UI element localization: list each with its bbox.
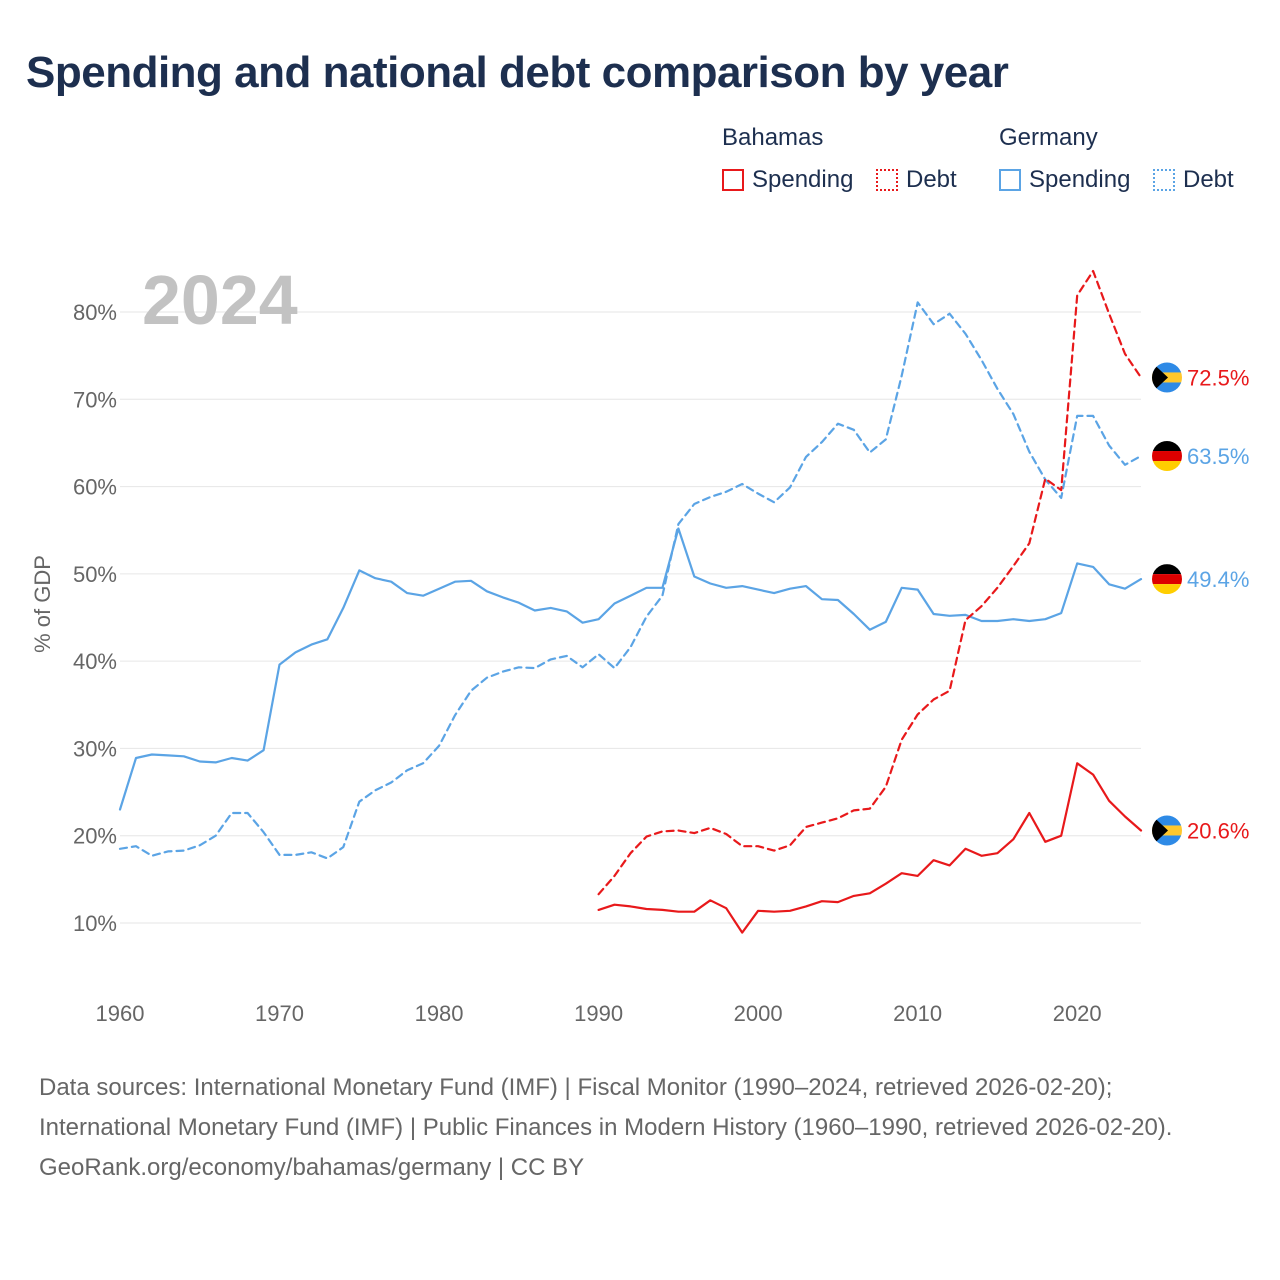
- y-tick-label: 20%: [73, 824, 117, 849]
- legend-label: Debt: [1183, 166, 1234, 193]
- legend-germany-debt[interactable]: Debt: [1153, 165, 1234, 195]
- legend-bahamas-debt[interactable]: Debt: [876, 165, 957, 195]
- y-axis-label: % of GDP: [30, 555, 55, 653]
- gridlines: [120, 311, 1141, 924]
- y-tick-label: 10%: [73, 911, 117, 936]
- x-axis: 1960 1970 1980 1990 2000 2010 2020: [96, 1001, 1102, 1026]
- end-value-label: 63.5%: [1187, 444, 1249, 469]
- legend-label: Spending: [1029, 166, 1131, 193]
- legend-title-germany: Germany: [999, 124, 1098, 151]
- x-tick-label: 2000: [734, 1001, 783, 1026]
- y-tick-label: 50%: [73, 562, 117, 587]
- solid-line-swatch-icon: [999, 169, 1021, 191]
- footer: Data sources: International Monetary Fun…: [39, 1068, 1239, 1188]
- legend-label: Spending: [752, 166, 854, 193]
- bahamas-flag-icon: [1152, 815, 1182, 845]
- bahamas-debt-line: [597, 269, 1143, 896]
- legend-title-bahamas: Bahamas: [722, 124, 824, 151]
- year-watermark: 2024: [142, 261, 298, 339]
- data-sources: Data sources: International Monetary Fun…: [39, 1074, 1173, 1141]
- x-tick-label: 2020: [1053, 1001, 1102, 1026]
- end-value-label: 20.6%: [1187, 818, 1249, 843]
- end-value-label: 72.5%: [1187, 365, 1249, 390]
- germany-debt-line: [118, 301, 1143, 860]
- legend-label: Debt: [906, 166, 957, 193]
- germany-flag-icon: [1152, 564, 1182, 594]
- y-tick-label: 40%: [73, 649, 117, 674]
- y-tick-label: 80%: [73, 300, 117, 325]
- y-tick-label: 70%: [73, 387, 117, 412]
- x-tick-label: 1990: [574, 1001, 623, 1026]
- chart-title: Spending and national debt comparison by…: [26, 48, 1009, 97]
- dashed-line-swatch-icon: [1153, 169, 1175, 191]
- bahamas-flag-icon: [1152, 362, 1182, 392]
- x-tick-label: 1970: [255, 1001, 304, 1026]
- x-tick-label: 1960: [96, 1001, 145, 1026]
- x-tick-label: 2010: [893, 1001, 942, 1026]
- germany-flag-icon: [1152, 441, 1182, 471]
- bahamas-spending-line: [597, 762, 1143, 934]
- line-chart: 2024 10%20%30%40%50%60%70%80% 1960 1970 19…: [30, 261, 1249, 1026]
- x-tick-label: 1980: [415, 1001, 464, 1026]
- legend-bahamas-spending[interactable]: Spending: [722, 165, 853, 195]
- y-axis: 10% 20% 30% 40% 50% 60% 70% 80%: [73, 300, 117, 936]
- attribution: GeoRank.org/economy/bahamas/germany | CC…: [39, 1154, 585, 1181]
- end-value-label: 49.4%: [1187, 567, 1249, 592]
- y-tick-label: 60%: [73, 475, 117, 500]
- y-tick-label: 30%: [73, 736, 117, 761]
- legend-germany-spending[interactable]: Spending: [999, 165, 1130, 195]
- solid-line-swatch-icon: [722, 169, 744, 191]
- germany-spending-line: [118, 527, 1143, 811]
- series: [118, 269, 1143, 934]
- end-labels: 49.4% 63.5% 20.6% 72.5%: [1152, 362, 1249, 845]
- dashed-line-swatch-icon: [876, 169, 898, 191]
